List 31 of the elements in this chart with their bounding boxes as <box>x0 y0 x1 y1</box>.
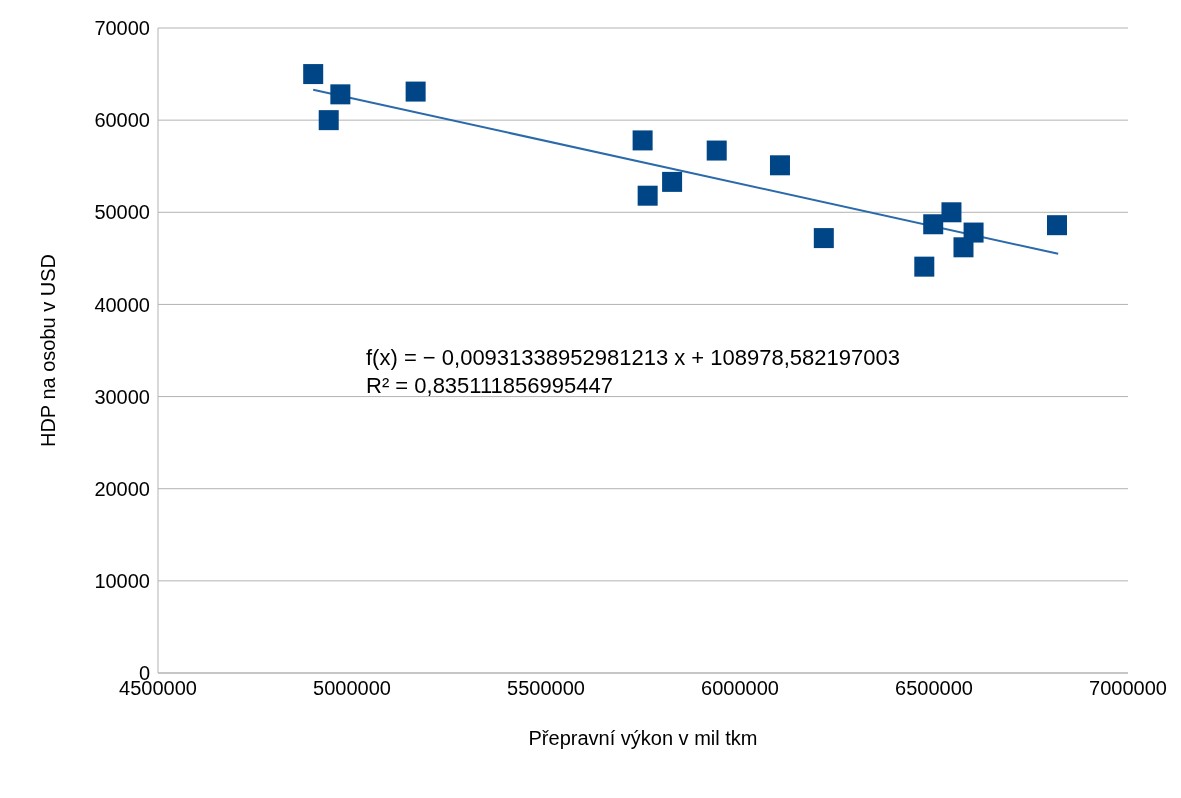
y-tick-label: 20000 <box>94 477 150 500</box>
x-tick-label: 7000000 <box>1089 677 1167 700</box>
point <box>405 81 426 102</box>
point <box>963 222 984 243</box>
point <box>632 130 653 151</box>
point <box>813 228 834 249</box>
y-tick-label: 30000 <box>94 385 150 408</box>
point <box>914 256 935 277</box>
y-tick-label: 70000 <box>94 17 150 40</box>
x-axis-title: Přepravní výkon v mil tkm <box>528 727 758 749</box>
y-axis-title: HDP na osobu v USD <box>37 253 60 448</box>
y-tick-label: 40000 <box>94 293 150 316</box>
annotation: f(x) = − 0,00931338952981213 x + 108978,582197003 <box>366 344 900 372</box>
point <box>769 155 790 176</box>
point <box>318 110 339 131</box>
x-tick-label: 5000000 <box>313 677 391 700</box>
x-tick-label: 5500000 <box>507 677 585 700</box>
annotation: R² = 0,835111856995447 <box>366 372 614 400</box>
point <box>923 214 944 235</box>
point <box>303 64 324 85</box>
point <box>330 84 351 105</box>
point <box>941 202 962 223</box>
point <box>637 185 658 206</box>
point <box>662 171 683 192</box>
x-tick-label: 6000000 <box>701 677 779 700</box>
y-tick-label: 50000 <box>94 201 150 224</box>
point <box>1047 215 1067 236</box>
y-tick-label: 10000 <box>94 569 150 592</box>
x-tick-label: 6500000 <box>895 677 973 700</box>
y-tick-label: 60000 <box>94 109 150 132</box>
point <box>706 140 727 161</box>
